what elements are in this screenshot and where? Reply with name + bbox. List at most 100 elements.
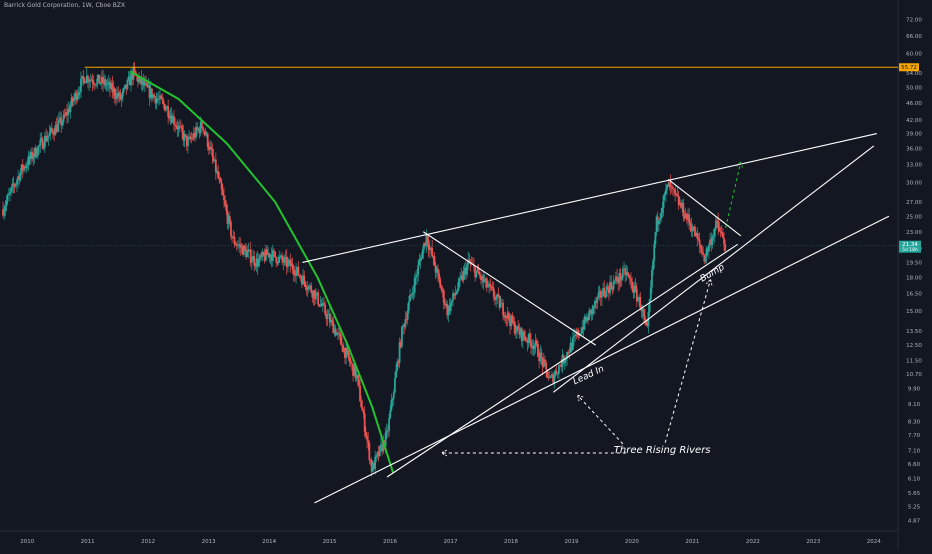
candle-body [376, 452, 379, 456]
candle-body [182, 131, 185, 141]
candle-body [226, 210, 229, 224]
candle-body [695, 232, 698, 237]
candle-body [77, 92, 80, 96]
candle-body [348, 357, 351, 362]
candle-body [557, 365, 560, 374]
candle-body [268, 253, 271, 258]
candle-body [326, 314, 329, 320]
candle-body [137, 76, 139, 83]
candle-body [664, 189, 667, 194]
candle-body [331, 319, 334, 322]
arrow-head [440, 449, 447, 457]
last-price-label: 21.34 [902, 242, 918, 248]
candle-body [205, 133, 208, 136]
candle-body [249, 249, 252, 263]
candle-body [556, 373, 559, 375]
candle-body [349, 361, 352, 363]
candle-body [46, 138, 49, 142]
candle-body [148, 85, 151, 98]
candle-body [608, 287, 610, 294]
candle-body [40, 138, 43, 141]
candle-body [438, 273, 441, 280]
candle-body [300, 278, 303, 285]
candle-body [235, 245, 238, 246]
candle-body [359, 385, 361, 402]
candle-body [264, 249, 267, 261]
candle-body [75, 92, 78, 100]
candle-body [571, 337, 574, 351]
x-tick-label: 2018 [504, 539, 518, 545]
candle-body [490, 286, 493, 288]
x-tick-label: 2016 [383, 539, 397, 545]
candle-body [385, 430, 388, 433]
candle-body [263, 255, 266, 261]
candle-body [325, 313, 328, 320]
x-tick-label: 2014 [262, 539, 276, 545]
candle-body [661, 207, 664, 213]
candle-body [589, 309, 592, 312]
candle-body [355, 374, 358, 379]
candle-body [220, 182, 223, 190]
candle-body [59, 117, 61, 120]
y-tick-label: 4.87 [908, 518, 921, 524]
parabolic-arc [129, 70, 395, 473]
y-tick-label: 15.00 [906, 309, 922, 315]
y-tick-label: 9.10 [908, 402, 921, 408]
candle-body [71, 97, 74, 102]
last-price-tag [899, 240, 921, 253]
candle-body [357, 378, 360, 386]
candle-body [255, 258, 258, 267]
candle-body [112, 88, 115, 93]
candle-body [252, 256, 254, 261]
candle-body [588, 311, 591, 321]
candle-body [21, 164, 24, 171]
candle-body [497, 294, 500, 297]
candle-body [206, 133, 209, 147]
candle-body [25, 165, 28, 168]
y-tick-label: 18.00 [906, 275, 922, 281]
candle-body [416, 274, 418, 277]
candle-body [354, 365, 357, 379]
candle-body [280, 255, 282, 257]
candle-body [591, 306, 594, 314]
candle-body [704, 256, 707, 262]
candle-body [568, 352, 571, 354]
candle-body [681, 202, 684, 208]
candle-body [290, 263, 293, 267]
candle-body [55, 125, 58, 133]
candle-body [246, 251, 249, 258]
resistance-price-label: 55.72 [901, 65, 917, 71]
candle-body [540, 352, 543, 359]
candle-body [12, 183, 15, 186]
candle-body [63, 114, 66, 116]
x-tick-label: 2015 [323, 539, 337, 545]
candle-body [281, 255, 284, 261]
candle-body [485, 278, 488, 288]
candle-body [518, 329, 521, 335]
candle-body [448, 305, 451, 312]
candle-body [282, 260, 285, 263]
candle-body [199, 121, 202, 134]
candle-body [197, 128, 200, 130]
candle-body [211, 149, 214, 157]
candle-body [105, 84, 108, 86]
candle-body [527, 333, 530, 344]
candle-body [638, 296, 641, 300]
candle-body [176, 126, 179, 130]
candle-body [81, 75, 84, 79]
candle-body [662, 195, 665, 208]
candle-body [587, 317, 589, 321]
candle-body [525, 339, 528, 341]
candle-body [60, 117, 63, 126]
candle-body [480, 276, 482, 281]
candle-body [64, 112, 67, 116]
y-tick-label: 36.00 [906, 146, 922, 152]
candle-body [117, 93, 120, 97]
candle-body [649, 287, 652, 300]
candle-body [307, 285, 310, 290]
candle-body [159, 95, 161, 100]
y-tick-label: 27.00 [906, 200, 922, 206]
candle-body [97, 74, 100, 79]
